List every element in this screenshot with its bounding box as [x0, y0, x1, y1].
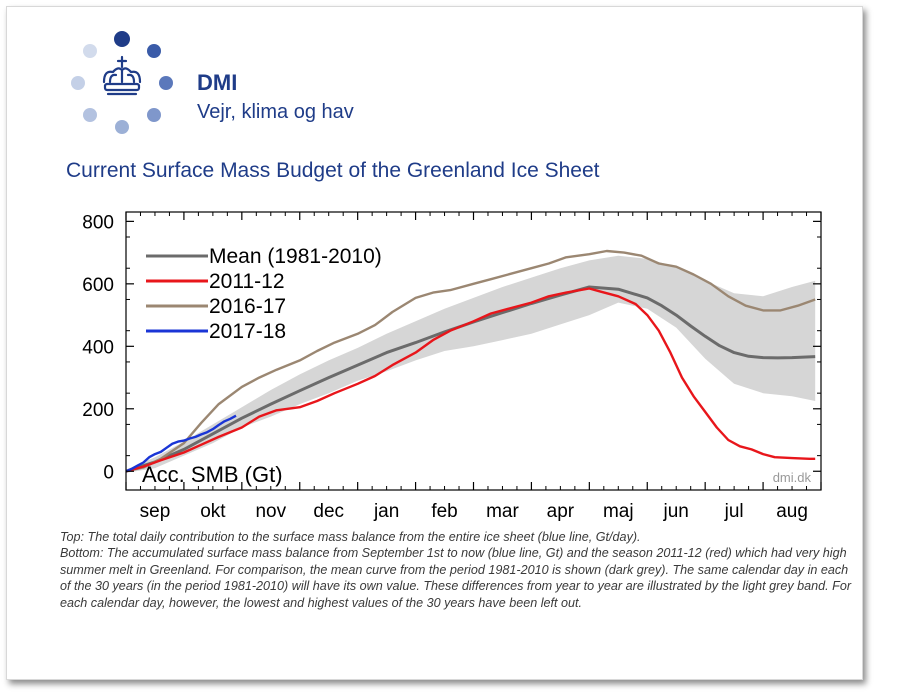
- logo-dot: [159, 76, 173, 90]
- legend-label: 2017-18: [209, 320, 286, 343]
- y-tick-label: 800: [82, 212, 114, 233]
- x-tick-label: sep: [140, 501, 171, 522]
- logo-dot: [83, 44, 97, 58]
- series-line-1: [125, 287, 816, 473]
- org-tagline: Vejr, klima og hav: [197, 101, 354, 123]
- y-tick-label: 0: [103, 462, 114, 483]
- plot-area: [125, 249, 816, 473]
- watermark: dmi.dk: [773, 470, 812, 485]
- caption-top: Top: The total daily contribution to the…: [60, 530, 641, 544]
- logo-dot: [83, 108, 97, 122]
- x-tick-label: mar: [486, 501, 519, 522]
- y-axis-label: Acc. SMB (Gt): [142, 462, 283, 487]
- x-tick-label: apr: [547, 501, 575, 522]
- x-tick-label: maj: [603, 501, 634, 522]
- series-line-3: [125, 414, 237, 473]
- logo-dot: [147, 108, 161, 122]
- logo-dot: [115, 120, 129, 134]
- chart-caption: Top: The total daily contribution to the…: [60, 529, 860, 611]
- caption-bottom: Bottom: The accumulated surface mass bal…: [60, 546, 852, 610]
- org-name: DMI: [197, 70, 238, 95]
- smb-chart: 0 200 400 600 800 sep okt nov dec jan feb mar apr maj…: [82, 211, 822, 522]
- x-tick-label: okt: [200, 501, 226, 522]
- logo-dot: [114, 31, 130, 47]
- x-tick-label: jul: [724, 501, 744, 522]
- x-tick-label: aug: [776, 501, 808, 522]
- x-tick-label: dec: [313, 501, 344, 522]
- x-tick-label: nov: [255, 501, 286, 522]
- crown-icon: [102, 55, 142, 96]
- legend-label: 2011-12: [209, 270, 285, 293]
- legend-label: Mean (1981-2010): [209, 245, 382, 268]
- series-line-0: [125, 285, 816, 473]
- dmi-logo-icon: [71, 31, 173, 134]
- series-line-2: [125, 249, 816, 473]
- logo-dot: [71, 76, 85, 90]
- y-tick-label: 200: [82, 400, 114, 421]
- chart-axes: 0 200 400 600 800 sep okt nov dec jan feb mar apr maj…: [82, 211, 822, 522]
- logo-dot: [147, 44, 161, 58]
- x-tick-label: feb: [431, 501, 457, 522]
- x-tick-label: jan: [373, 501, 399, 522]
- y-tick-label: 400: [82, 337, 114, 358]
- y-tick-label: 600: [82, 275, 114, 296]
- x-tick-label: jun: [663, 501, 689, 522]
- page-title: Current Surface Mass Budget of the Green…: [66, 159, 600, 182]
- variability-band: [126, 255, 816, 473]
- legend-label: 2016-17: [209, 295, 286, 318]
